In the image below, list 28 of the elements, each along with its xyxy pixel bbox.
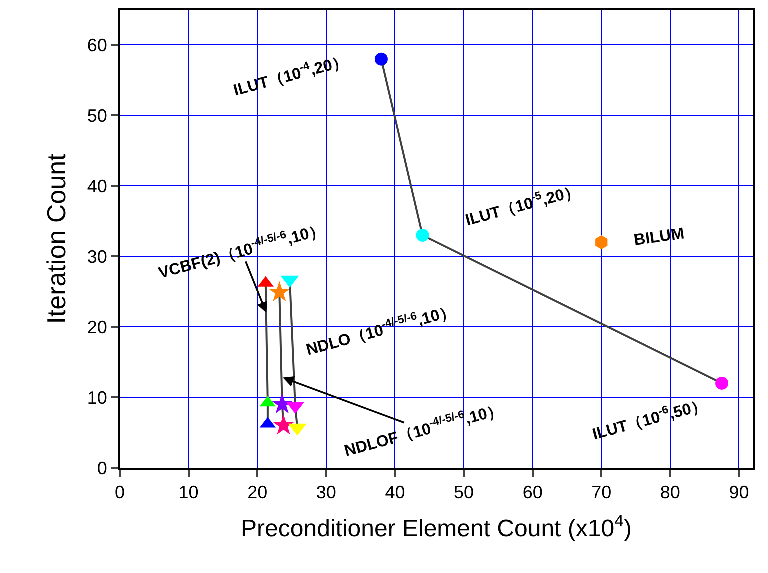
x-tick-label: 70 — [592, 482, 612, 503]
annotation: BILUM — [633, 226, 686, 250]
x-tick-label: 60 — [522, 482, 543, 503]
point — [273, 414, 294, 435]
annotation: ILUT（10$^{-4}$,20） — [231, 50, 350, 100]
point — [416, 228, 430, 242]
y-tick-label: 30 — [87, 246, 108, 267]
point — [596, 236, 608, 250]
annotation: ILUT（10$^{-6}$,50） — [590, 394, 709, 444]
y-tick-label: 50 — [87, 106, 108, 126]
x-tick-label: 90 — [729, 482, 750, 503]
y-tick-label: 0 — [97, 458, 108, 478]
x-tick-label: 80 — [660, 482, 680, 503]
y-tick-label: 60 — [87, 36, 108, 56]
x-tick-label: 20 — [248, 482, 268, 503]
x-tick-label: 40 — [385, 482, 406, 503]
y-axis-title: Iteration Count — [41, 152, 72, 324]
annotation: ILUT（10$^{-5}$,20） — [463, 180, 582, 230]
x-tick-label: 30 — [316, 482, 336, 503]
point — [272, 393, 294, 414]
y-tick-label: 20 — [87, 317, 108, 338]
y-tick-label: 10 — [87, 388, 108, 408]
x-tick-label: 10 — [178, 482, 199, 503]
point — [716, 376, 729, 390]
y-tick-label: 40 — [87, 176, 108, 196]
x-axis-title: Preconditioner Element Count (x10$^{4}$) — [241, 511, 632, 542]
x-tick-label: 0 — [114, 482, 126, 503]
x-tick-label: 50 — [454, 482, 474, 503]
